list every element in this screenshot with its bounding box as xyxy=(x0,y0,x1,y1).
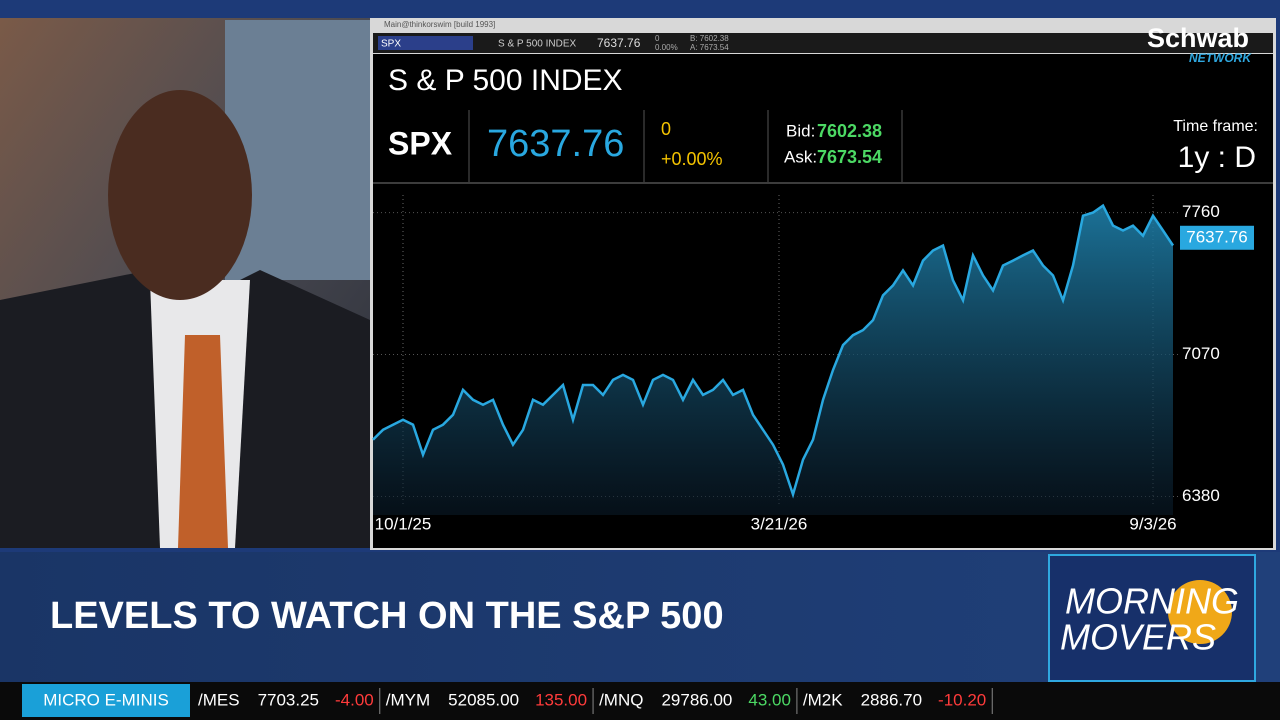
presenter-head xyxy=(108,90,252,300)
header-change: 0 xyxy=(661,119,671,139)
toolbar-name: S & P 500 INDEX xyxy=(498,39,577,50)
header-symbol: SPX xyxy=(388,125,453,161)
show-line2: MOVERS xyxy=(1060,617,1216,658)
ticker-symbol: /MES xyxy=(198,690,240,709)
bid-label: Bid: xyxy=(786,121,815,140)
last-price-marker xyxy=(1180,225,1254,250)
ticker-label-box xyxy=(22,684,190,717)
x-tick-label: 9/3/26 xyxy=(1129,514,1176,533)
x-tick-label: 10/1/25 xyxy=(375,514,432,533)
y-tick-label: 7760 xyxy=(1182,202,1220,221)
logo-sub: NETWORK xyxy=(1189,51,1252,65)
toolbar-bid: B: 7602.38 xyxy=(690,34,729,43)
header-percent: +0.00% xyxy=(661,149,723,169)
ticker-symbol: /MYM xyxy=(386,690,430,709)
y-tick-label: 7070 xyxy=(1182,344,1220,363)
timeframe-label: Time frame: xyxy=(1173,118,1258,135)
price-line xyxy=(372,203,1175,499)
ticker-price: 7703.25 xyxy=(258,690,319,709)
toolbar-symbol: SPX xyxy=(381,39,401,50)
y-tick-label: 6380 xyxy=(1182,486,1220,505)
ticker-items: /MES 7703.25 -4.00/MYM 52085.00 135.00/MNQ 29… xyxy=(198,688,993,714)
x-tick-label: 3/21/26 xyxy=(751,514,808,533)
price-chart: 10/1/25 3/21/26 9/3/26 6380 7070 7760 7637.76 xyxy=(372,195,1254,533)
ticker-price: 29786.00 xyxy=(661,690,732,709)
toolbar-change: 0 xyxy=(655,34,660,43)
show-line1: MORNING xyxy=(1065,581,1239,622)
ticker-change: -10.20 xyxy=(938,690,986,709)
toolbar-last: 7637.76 xyxy=(597,36,641,50)
ticker-symbol: /MNQ xyxy=(599,690,643,709)
toolbar xyxy=(373,33,1273,53)
ticker-price: 2886.70 xyxy=(861,690,922,709)
header-title: S & P 500 INDEX xyxy=(388,64,623,97)
timeframe: 1y : D xyxy=(1178,141,1256,174)
header-last: 7637.76 xyxy=(487,123,624,165)
ticker-label: MICRO E-MINIS xyxy=(43,690,169,709)
ticker-bar xyxy=(0,682,1280,720)
presenter-tie xyxy=(178,335,228,548)
last-price-label: 7637.76 xyxy=(1186,227,1247,246)
symbol-box[interactable] xyxy=(378,36,473,50)
studio-screen xyxy=(225,20,370,280)
quote-header xyxy=(373,54,1273,182)
show-logo xyxy=(1048,554,1256,682)
ticker-change: -4.00 xyxy=(335,690,374,709)
sun-icon xyxy=(1168,580,1232,644)
ticker-symbol: /M2K xyxy=(803,690,843,709)
bid: 7602.38 xyxy=(817,121,882,141)
ticker-change: 43.00 xyxy=(748,690,791,709)
area-fill xyxy=(373,205,1173,515)
ask-label: Ask: xyxy=(784,147,817,166)
window-title: Main@thinkorswim [build 1993] xyxy=(384,20,495,29)
ask: 7673.54 xyxy=(817,147,882,167)
toolbar-ask: A: 7673.54 xyxy=(690,43,729,52)
ticker-change: 135.00 xyxy=(535,690,587,709)
headline: LEVELS TO WATCH ON THE S&P 500 xyxy=(50,595,724,637)
logo-brand: Schwab xyxy=(1147,23,1249,53)
ticker-price: 52085.00 xyxy=(448,690,519,709)
toolbar-percent: 0.00% xyxy=(655,43,678,52)
